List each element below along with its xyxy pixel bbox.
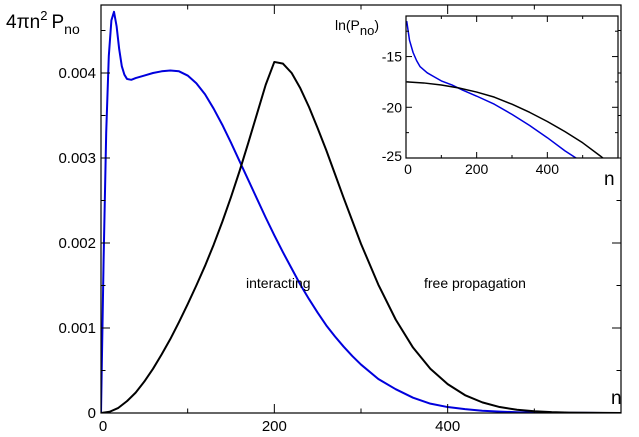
main-x-tick-label: 0 <box>99 418 107 435</box>
main-x-axis-label: n <box>611 388 622 409</box>
main-series-line-1 <box>101 60 621 413</box>
annotation-free-propagation: free propagation <box>424 275 526 291</box>
inset-x-tick-label: 0 <box>404 161 412 177</box>
main-y-tick-label: 0.003 <box>58 150 96 167</box>
main-y-label-sub: no <box>64 21 80 37</box>
inset-y-tick-label: -25 <box>382 148 402 164</box>
main-y-label-prefix: 4πn <box>6 12 40 33</box>
main-y-axis-label: 4πn2 Pno <box>6 8 80 37</box>
main-y-tick-label: 0 <box>88 405 96 422</box>
main-plot: 0 200 400 0 0.001 0.002 0.003 0.004 4πn2 Pno n i… <box>6 4 622 435</box>
main-y-label-p: P <box>51 12 64 33</box>
main-series-line-0 <box>101 10 621 413</box>
inset-x-axis-label: n <box>604 169 615 190</box>
inset-y-label-sub: no <box>360 23 374 38</box>
inset-series-line-0 <box>406 20 578 158</box>
main-y-tick-label: 0.002 <box>58 235 96 252</box>
inset-x-tick-label: 200 <box>465 161 489 177</box>
inset-y-tick-label: -15 <box>382 49 402 65</box>
main-y-label-sup: 2 <box>40 8 47 23</box>
inset-y-tick-label: -20 <box>382 99 402 115</box>
inset-x-tick-label: 400 <box>536 161 560 177</box>
inset-y-label-prefix: ln(P <box>335 17 360 33</box>
main-x-tick-label: 200 <box>262 418 287 435</box>
inset-y-label-close: ) <box>374 17 379 33</box>
inset-background <box>406 16 618 158</box>
main-y-tick-label: 0.004 <box>58 65 96 82</box>
main-x-tick-label: 400 <box>435 418 460 435</box>
main-y-tick-label: 0.001 <box>58 320 96 337</box>
inset-series-line-1 <box>406 81 605 158</box>
inset-y-axis-label: ln(Pno) <box>335 17 379 38</box>
inset-plot: 0 200 400 -25 -20 -15 ln(Pno) n <box>335 15 619 190</box>
annotation-interacting: interacting <box>246 275 311 291</box>
